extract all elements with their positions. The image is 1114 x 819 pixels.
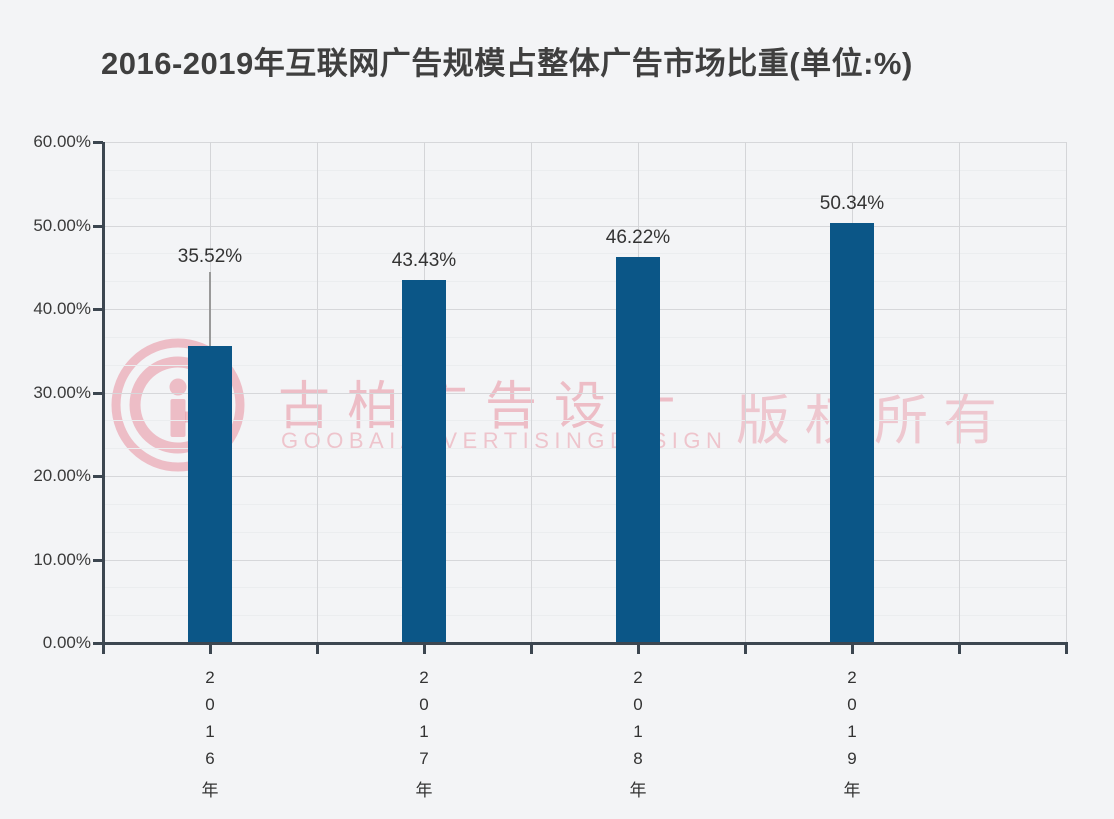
watermark-rights-text: 版权所有 bbox=[736, 391, 1012, 451]
y-axis-tick bbox=[93, 391, 103, 395]
y-axis-tick bbox=[93, 642, 103, 645]
y-axis-tick-label: 40.00% bbox=[33, 299, 91, 318]
y-axis-tick-label: 10.00% bbox=[33, 549, 91, 569]
x-axis-label-char: 1 bbox=[633, 722, 643, 741]
x-axis-label-char: 年 bbox=[629, 781, 647, 800]
gridline-vertical bbox=[959, 142, 960, 643]
y-axis-tick bbox=[93, 224, 103, 228]
gridline-vertical bbox=[317, 142, 318, 643]
y-axis-tick-label: 60.00% bbox=[33, 132, 91, 151]
gridline-major bbox=[103, 309, 1066, 310]
x-axis-line bbox=[101, 642, 1068, 645]
x-axis-label-char: 1 bbox=[419, 722, 429, 741]
x-axis-label-char: 0 bbox=[419, 695, 429, 714]
x-axis-tick bbox=[637, 644, 640, 654]
gridline-minor bbox=[103, 336, 1066, 338]
x-axis-tick bbox=[316, 644, 319, 654]
x-axis-label-char: 2 bbox=[205, 668, 215, 687]
x-axis-label-char: 1 bbox=[205, 722, 215, 741]
x-axis-label-char: 年 bbox=[415, 781, 433, 800]
x-axis-label-char: 9 bbox=[847, 749, 857, 768]
x-axis-tick bbox=[744, 644, 747, 654]
gridline-minor bbox=[103, 531, 1066, 533]
gridline-major bbox=[103, 142, 1066, 143]
x-axis-category-label: 2 0 1 8 年 bbox=[623, 664, 653, 804]
gridline-minor bbox=[103, 448, 1066, 450]
bar-value-label: 35.52% bbox=[177, 246, 243, 268]
gridline-minor bbox=[103, 587, 1066, 589]
x-axis-tick bbox=[958, 644, 961, 654]
gridline-minor bbox=[103, 281, 1066, 283]
y-axis-tick-label: 30.00% bbox=[33, 382, 91, 402]
bar-2016年 bbox=[188, 346, 232, 642]
x-axis-category-label: 2 0 1 7 年 bbox=[409, 664, 439, 804]
x-axis-label-char: 7 bbox=[419, 749, 429, 768]
x-axis-tick bbox=[851, 644, 854, 654]
x-axis-category-label: 2 0 1 9 年 bbox=[837, 664, 867, 804]
x-axis-label-char: 0 bbox=[847, 695, 857, 714]
watermark-brand-text-en: GOOBAIADVERTISINGDESIGN bbox=[281, 428, 728, 453]
y-axis-tick bbox=[93, 141, 103, 144]
y-axis-tick bbox=[93, 475, 103, 478]
x-axis-label-char: 6 bbox=[205, 749, 215, 768]
y-axis-tick-label: 0.00% bbox=[42, 633, 91, 652]
x-axis-label-char: 2 bbox=[847, 668, 857, 687]
bar-2018年 bbox=[616, 257, 660, 642]
gridline-minor bbox=[103, 253, 1066, 255]
y-axis-tick bbox=[93, 308, 103, 311]
gridline-vertical bbox=[531, 142, 532, 643]
bar-2019年 bbox=[830, 222, 874, 642]
gridline-major bbox=[103, 225, 1066, 227]
gridline-minor bbox=[103, 364, 1066, 366]
x-axis-category-label: 2 0 1 6 年 bbox=[195, 664, 225, 804]
bar-value-label: 50.34% bbox=[819, 192, 885, 214]
chart-title: 2016-2019年互联网广告规模占整体广告市场比重(单位:%) bbox=[101, 46, 913, 81]
x-axis-label-char: 0 bbox=[633, 695, 643, 714]
x-axis-label-char: 0 bbox=[205, 695, 215, 714]
y-axis-tick-label: 50.00% bbox=[33, 215, 91, 235]
gridline-minor bbox=[103, 503, 1066, 505]
gridline-vertical bbox=[745, 142, 746, 643]
label-leader-line bbox=[209, 272, 211, 347]
gridline-vertical bbox=[1066, 142, 1067, 643]
gridline-major bbox=[103, 559, 1066, 561]
x-axis-label-char: 年 bbox=[201, 781, 219, 800]
gridline-major bbox=[103, 392, 1066, 394]
bar-value-label: 43.43% bbox=[391, 250, 457, 272]
x-axis-tick bbox=[530, 644, 533, 654]
gridline-minor bbox=[103, 197, 1066, 199]
x-axis-label-char: 8 bbox=[633, 749, 643, 768]
gridline-minor bbox=[103, 615, 1066, 617]
x-axis-label-char: 2 bbox=[419, 668, 429, 687]
gridline-minor bbox=[103, 420, 1066, 422]
x-axis-label-char: 年 bbox=[843, 781, 861, 800]
gridline-major bbox=[103, 476, 1066, 477]
x-axis-label-char: 2 bbox=[633, 668, 643, 687]
x-axis-tick bbox=[209, 644, 212, 654]
bar-value-label: 46.22% bbox=[605, 227, 671, 249]
y-axis-tick bbox=[93, 558, 103, 562]
gridline-minor bbox=[103, 169, 1066, 171]
x-axis-tick bbox=[423, 644, 426, 654]
bar-2017年 bbox=[402, 280, 446, 642]
x-axis-tick bbox=[1065, 644, 1068, 654]
y-axis-line bbox=[101, 142, 105, 643]
x-axis-label-char: 1 bbox=[847, 722, 857, 741]
x-axis-tick bbox=[102, 644, 105, 654]
y-axis-tick-label: 20.00% bbox=[33, 466, 91, 485]
